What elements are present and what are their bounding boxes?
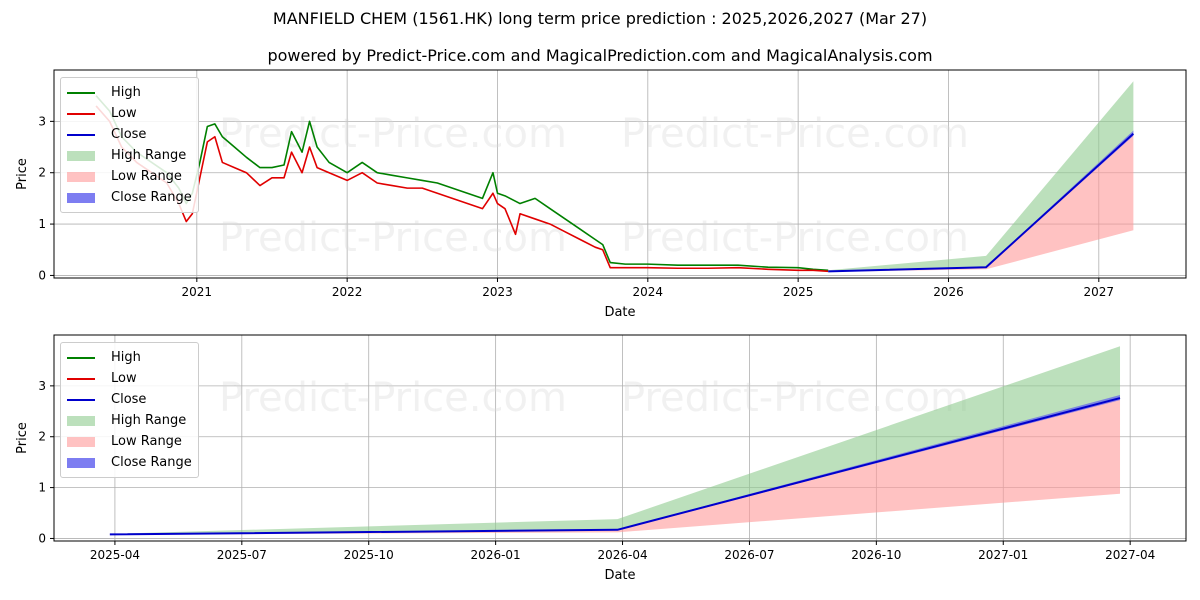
x-tick-label: 2026-01: [471, 548, 521, 562]
y-tick-label: 2: [38, 430, 46, 444]
legend-item: Low Range: [67, 431, 192, 452]
low-range-area: [109, 398, 1121, 535]
y-axis-label: Price: [15, 158, 30, 190]
legend-area-swatch: [67, 457, 95, 468]
legend-label: Close Range: [111, 455, 192, 470]
watermark-text: Predict-Price.com: [621, 215, 969, 261]
legend-item: Low: [67, 103, 192, 124]
x-tick-label: 2025: [783, 285, 814, 299]
legend-label: Close: [111, 127, 147, 142]
legend-item: Low Range: [67, 166, 192, 187]
x-axis-label: Date: [604, 305, 635, 320]
legend-label: Close Range: [111, 190, 192, 205]
watermark-text: Predict-Price.com: [219, 215, 567, 261]
legend-line-swatch: [67, 112, 95, 115]
x-tick-label: 2022: [332, 285, 363, 299]
legend-line-swatch: [67, 91, 95, 94]
low-range-area: [828, 133, 1134, 272]
watermark-text: Predict-Price.com: [621, 111, 969, 157]
chart-subtitle: powered by Predict-Price.com and Magical…: [267, 46, 933, 65]
legend-label: High: [111, 85, 141, 100]
legend-label: Low: [111, 106, 137, 121]
panel-1: Predict-Price.com Predict-Price.com 2025-0…: [15, 334, 1187, 583]
x-tick-label: 2027-04: [1105, 548, 1155, 562]
x-tick-label: 2026-07: [724, 548, 774, 562]
x-tick-label: 2025-10: [344, 548, 394, 562]
y-tick-label: 1: [38, 217, 46, 231]
y-tick-label: 2: [38, 166, 46, 180]
legend-item: High Range: [67, 410, 192, 431]
legend-label: High: [111, 350, 141, 365]
y-tick-label: 3: [38, 379, 46, 393]
close-series-line: [109, 397, 1121, 536]
watermark-text: Predict-Price.com: [621, 375, 969, 421]
legend-item: Close: [67, 124, 192, 145]
plot-frame: [53, 334, 1187, 542]
high-range-area: [109, 346, 1121, 535]
watermark-text: Predict-Price.com: [219, 111, 567, 157]
legend-item: Low: [67, 368, 192, 389]
legend-item: Close Range: [67, 187, 192, 208]
y-axis-label: Price: [15, 422, 30, 454]
watermark-text: Predict-Price.com: [219, 375, 567, 421]
legend-line-swatch: [67, 398, 95, 401]
legend-area-swatch: [67, 415, 95, 426]
x-tick-label: 2025-04: [90, 548, 140, 562]
legend-item: Close Range: [67, 452, 192, 473]
y-tick-label: 3: [38, 114, 46, 128]
x-tick-label: 2027: [1084, 285, 1115, 299]
panel-0: Predict-Price.com Predict-Price.com Predic…: [15, 69, 1187, 320]
legend-label: Low: [111, 371, 137, 386]
legend-item: High: [67, 347, 192, 368]
legend-line-swatch: [67, 133, 95, 136]
plot-frame: [53, 69, 1187, 279]
legend-top: High Low Close High Range Low Range Close Ran…: [60, 77, 199, 213]
legend-line-swatch: [67, 377, 95, 380]
x-tick-label: 2026-04: [597, 548, 647, 562]
x-tick-label: 2025-07: [217, 548, 267, 562]
x-tick-label: 2026-10: [851, 548, 901, 562]
x-axis-label: Date: [604, 568, 635, 583]
legend-label: Low Range: [111, 434, 182, 449]
x-tick-label: 2023: [482, 285, 513, 299]
legend-item: High Range: [67, 145, 192, 166]
y-tick-label: 0: [38, 531, 46, 545]
chart-title: MANFIELD CHEM (1561.HK) long term price …: [272, 9, 928, 28]
x-tick-label: 2021: [182, 285, 213, 299]
y-tick-label: 1: [38, 481, 46, 495]
x-tick-label: 2024: [633, 285, 664, 299]
legend-area-swatch: [67, 436, 95, 447]
legend-bottom: High Low Close High Range Low Range Close Ran…: [60, 342, 199, 478]
legend-area-swatch: [67, 150, 95, 161]
legend-line-swatch: [67, 356, 95, 359]
legend-item: Close: [67, 389, 192, 410]
close-series-line: [828, 132, 1135, 273]
legend-item: High: [67, 82, 192, 103]
legend-label: Close: [111, 392, 147, 407]
y-tick-label: 0: [38, 268, 46, 282]
legend-area-swatch: [67, 171, 95, 182]
legend-area-swatch: [67, 192, 95, 203]
legend-label: High Range: [111, 148, 187, 163]
x-tick-label: 2026: [933, 285, 964, 299]
legend-label: Low Range: [111, 169, 182, 184]
high-range-area: [828, 81, 1134, 272]
x-tick-label: 2027-01: [978, 548, 1028, 562]
legend-label: High Range: [111, 413, 187, 428]
